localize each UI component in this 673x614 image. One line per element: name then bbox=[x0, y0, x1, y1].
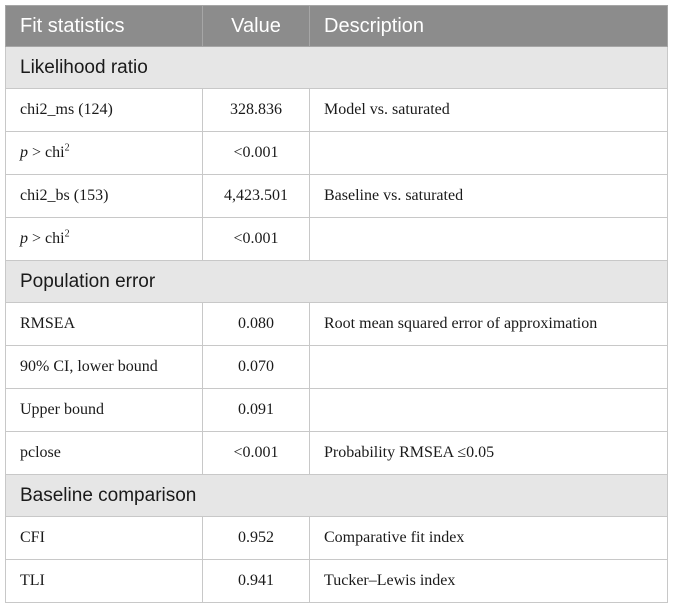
description-cell bbox=[309, 388, 668, 432]
value-cell: 0.080 bbox=[202, 302, 310, 346]
superscript: 2 bbox=[64, 142, 70, 154]
table-row: p > chi2 <0.001 bbox=[5, 131, 668, 175]
section-title: Baseline comparison bbox=[5, 474, 668, 517]
table-row: chi2_bs (153) 4,423.501 Baseline vs. sat… bbox=[5, 174, 668, 218]
stat-text: > chi bbox=[28, 144, 65, 161]
table-header-row: Fit statistics Value Description bbox=[5, 5, 668, 47]
section-row-population-error: Population error bbox=[5, 260, 668, 303]
description-cell bbox=[309, 131, 668, 175]
table-row: TLI 0.941 Tucker–Lewis index bbox=[5, 559, 668, 603]
value-cell: 0.952 bbox=[202, 516, 310, 560]
value-cell: <0.001 bbox=[202, 131, 310, 175]
p-symbol: p bbox=[20, 230, 28, 247]
value-cell: 0.091 bbox=[202, 388, 310, 432]
stat-cell: 90% CI, lower bound bbox=[5, 345, 203, 389]
description-cell: Baseline vs. saturated bbox=[309, 174, 668, 218]
description-cell: Comparative fit index bbox=[309, 516, 668, 560]
value-cell: 0.941 bbox=[202, 559, 310, 603]
description-cell bbox=[309, 217, 668, 261]
table-row: CFI 0.952 Comparative fit index bbox=[5, 516, 668, 560]
value-cell: <0.001 bbox=[202, 431, 310, 475]
fit-statistics-table: Fit statistics Value Description Likelih… bbox=[5, 5, 668, 603]
stat-cell: RMSEA bbox=[5, 302, 203, 346]
section-title: Population error bbox=[5, 260, 668, 303]
value-cell: <0.001 bbox=[202, 217, 310, 261]
section-title: Likelihood ratio bbox=[5, 46, 668, 89]
superscript: 2 bbox=[64, 228, 70, 240]
description-cell: Tucker–Lewis index bbox=[309, 559, 668, 603]
stat-text: > chi bbox=[28, 230, 65, 247]
description-cell: Root mean squared error of approximation bbox=[309, 302, 668, 346]
stat-cell: chi2_bs (153) bbox=[5, 174, 203, 218]
section-row-baseline-comparison: Baseline comparison bbox=[5, 474, 668, 517]
table-row: RMSEA 0.080 Root mean squared error of a… bbox=[5, 302, 668, 346]
stat-cell: p > chi2 bbox=[5, 131, 203, 175]
stat-cell: chi2_ms (124) bbox=[5, 88, 203, 132]
table-row: p > chi2 <0.001 bbox=[5, 217, 668, 261]
table-row: chi2_ms (124) 328.836 Model vs. saturate… bbox=[5, 88, 668, 132]
table-row: pclose <0.001 Probability RMSEA ≤0.05 bbox=[5, 431, 668, 475]
header-description: Description bbox=[309, 5, 668, 47]
table-row: 90% CI, lower bound 0.070 bbox=[5, 345, 668, 389]
value-cell: 328.836 bbox=[202, 88, 310, 132]
section-row-likelihood-ratio: Likelihood ratio bbox=[5, 46, 668, 89]
header-fit-statistics: Fit statistics bbox=[5, 5, 203, 47]
stat-cell: CFI bbox=[5, 516, 203, 560]
stat-cell: TLI bbox=[5, 559, 203, 603]
p-symbol: p bbox=[20, 144, 28, 161]
value-cell: 0.070 bbox=[202, 345, 310, 389]
description-cell: Probability RMSEA ≤0.05 bbox=[309, 431, 668, 475]
stat-cell: pclose bbox=[5, 431, 203, 475]
table-row: Upper bound 0.091 bbox=[5, 388, 668, 432]
description-cell: Model vs. saturated bbox=[309, 88, 668, 132]
description-cell bbox=[309, 345, 668, 389]
value-cell: 4,423.501 bbox=[202, 174, 310, 218]
stat-cell: Upper bound bbox=[5, 388, 203, 432]
header-value: Value bbox=[202, 5, 310, 47]
stat-cell: p > chi2 bbox=[5, 217, 203, 261]
